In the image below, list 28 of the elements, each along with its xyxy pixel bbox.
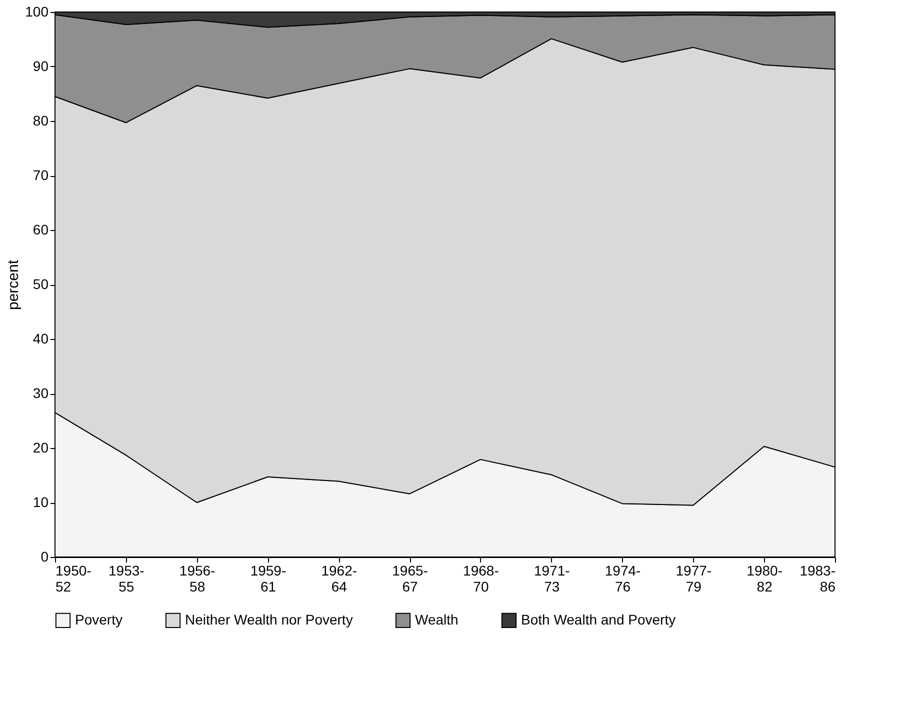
y-tick-label: 20 bbox=[32, 440, 49, 456]
legend-label: Wealth bbox=[415, 611, 458, 628]
legend-label: Poverty bbox=[75, 611, 122, 628]
y-tick-label: 50 bbox=[32, 276, 49, 292]
x-tick-label: 1977-79 bbox=[676, 562, 712, 594]
legend-label: Neither Wealth nor Poverty bbox=[185, 611, 353, 628]
x-tick-label: 1980-82 bbox=[746, 562, 783, 594]
y-tick-label: 100 bbox=[25, 4, 49, 20]
x-tick-label: 1965-67 bbox=[392, 562, 428, 594]
x-tick-label: 1959-61 bbox=[250, 562, 286, 594]
y-tick-label: 80 bbox=[32, 112, 49, 128]
x-tick-label: 1956-58 bbox=[179, 562, 216, 594]
x-tick-label: 1974-76 bbox=[604, 562, 642, 594]
x-tick-label: 1962-64 bbox=[321, 562, 358, 594]
y-tick-label: 60 bbox=[32, 222, 49, 238]
y-tick-label: 70 bbox=[32, 167, 49, 183]
x-tick-label: 1983-86 bbox=[800, 562, 836, 594]
y-tick-label: 10 bbox=[32, 494, 49, 510]
x-tick-label: 1953-55 bbox=[108, 562, 145, 594]
y-axis-title: percent bbox=[5, 259, 22, 310]
y-tick-label: 0 bbox=[40, 548, 49, 564]
x-tick-label: 1971-73 bbox=[534, 562, 570, 594]
y-tick-label: 90 bbox=[32, 58, 49, 74]
y-tick-label: 40 bbox=[32, 330, 49, 346]
legend-label: Both Wealth and Poverty bbox=[521, 611, 676, 628]
x-tick-label: 1968-70 bbox=[463, 562, 500, 594]
x-tick-label: 1950-52 bbox=[56, 562, 92, 594]
y-tick-label: 30 bbox=[32, 385, 49, 401]
